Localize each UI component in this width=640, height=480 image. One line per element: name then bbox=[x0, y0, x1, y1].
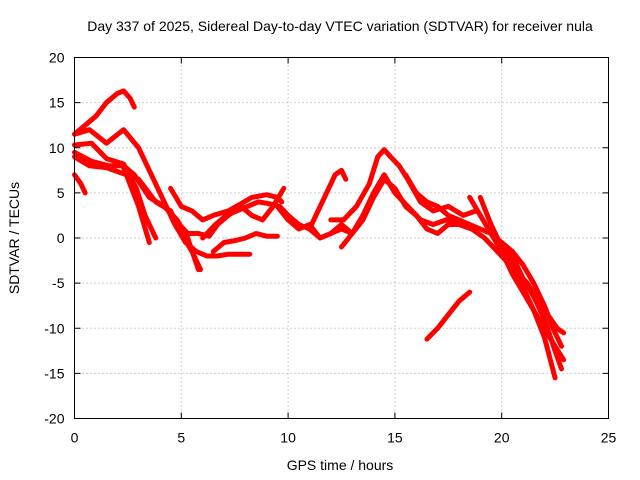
series-line-track-16 bbox=[403, 172, 564, 349]
series-line-track-20 bbox=[499, 244, 564, 372]
series-line-track-11 bbox=[210, 231, 280, 254]
y-tick-label: 20 bbox=[49, 50, 65, 66]
x-tick-label: 0 bbox=[71, 430, 79, 446]
y-tick-label: -20 bbox=[44, 411, 64, 427]
y-tick-label: 10 bbox=[49, 140, 65, 156]
x-axis-label: GPS time / hours bbox=[287, 457, 394, 473]
y-tick-label: 5 bbox=[57, 185, 65, 201]
series-line-track-8 bbox=[168, 185, 285, 223]
y-tick-label: 0 bbox=[57, 230, 65, 246]
x-tick-label: 15 bbox=[387, 430, 403, 446]
series-line-track-7 bbox=[121, 165, 152, 245]
series-line-track-2 bbox=[72, 88, 137, 137]
y-tick-label: 15 bbox=[49, 95, 65, 111]
y-tick-label: -15 bbox=[44, 365, 64, 381]
series-line-track-13 bbox=[328, 147, 479, 223]
x-tick-label: 25 bbox=[601, 430, 617, 446]
x-tick-label: 5 bbox=[177, 430, 185, 446]
series-line-track-6 bbox=[72, 154, 203, 273]
grid bbox=[74, 57, 609, 419]
series-line-track-5 bbox=[72, 149, 201, 273]
series-group bbox=[72, 88, 567, 381]
y-tick-label: -5 bbox=[52, 275, 65, 291]
x-tick-label: 20 bbox=[494, 430, 510, 446]
series-line-track-18 bbox=[477, 194, 558, 381]
series-line-track-10 bbox=[172, 185, 287, 239]
series-line-track-1 bbox=[72, 172, 88, 196]
series-line-track-15 bbox=[307, 176, 462, 241]
y-axis-label: SDTVAR / TECUs bbox=[6, 182, 22, 294]
axis-ticks: 0 5 10 15 20 25 -20 -15 -10 -5 0 5 10 15 20 bbox=[44, 50, 616, 446]
y-tick-label: -10 bbox=[44, 320, 64, 336]
x-tick-label: 10 bbox=[280, 430, 296, 446]
chart-title: Day 337 of 2025, Sidereal Day-to-day VTE… bbox=[87, 18, 593, 34]
series-line-track-19 bbox=[424, 289, 473, 342]
